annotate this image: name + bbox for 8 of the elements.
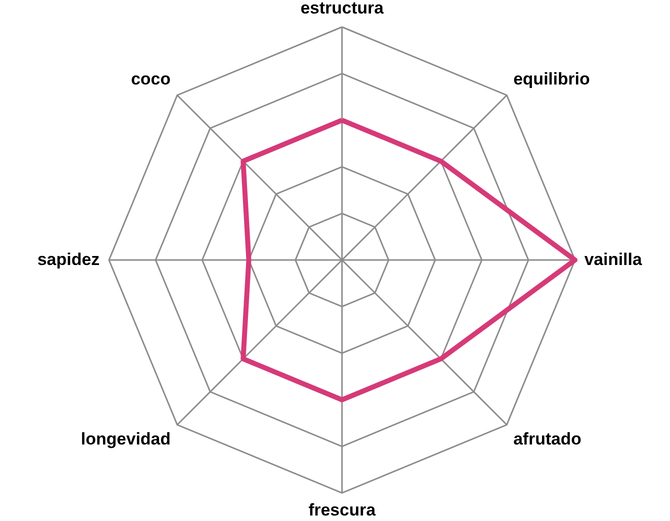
- spoke-label: sapidez: [37, 250, 100, 269]
- spoke-label: longevidad: [80, 429, 171, 448]
- spoke-label: coco: [130, 70, 171, 89]
- spoke-label: frescura: [308, 500, 376, 520]
- spoke-label: afrutado: [513, 429, 582, 448]
- spoke-label: equilibrio: [513, 70, 590, 89]
- spoke-label: vainilla: [584, 250, 643, 269]
- spoke-label: estructura: [300, 0, 384, 18]
